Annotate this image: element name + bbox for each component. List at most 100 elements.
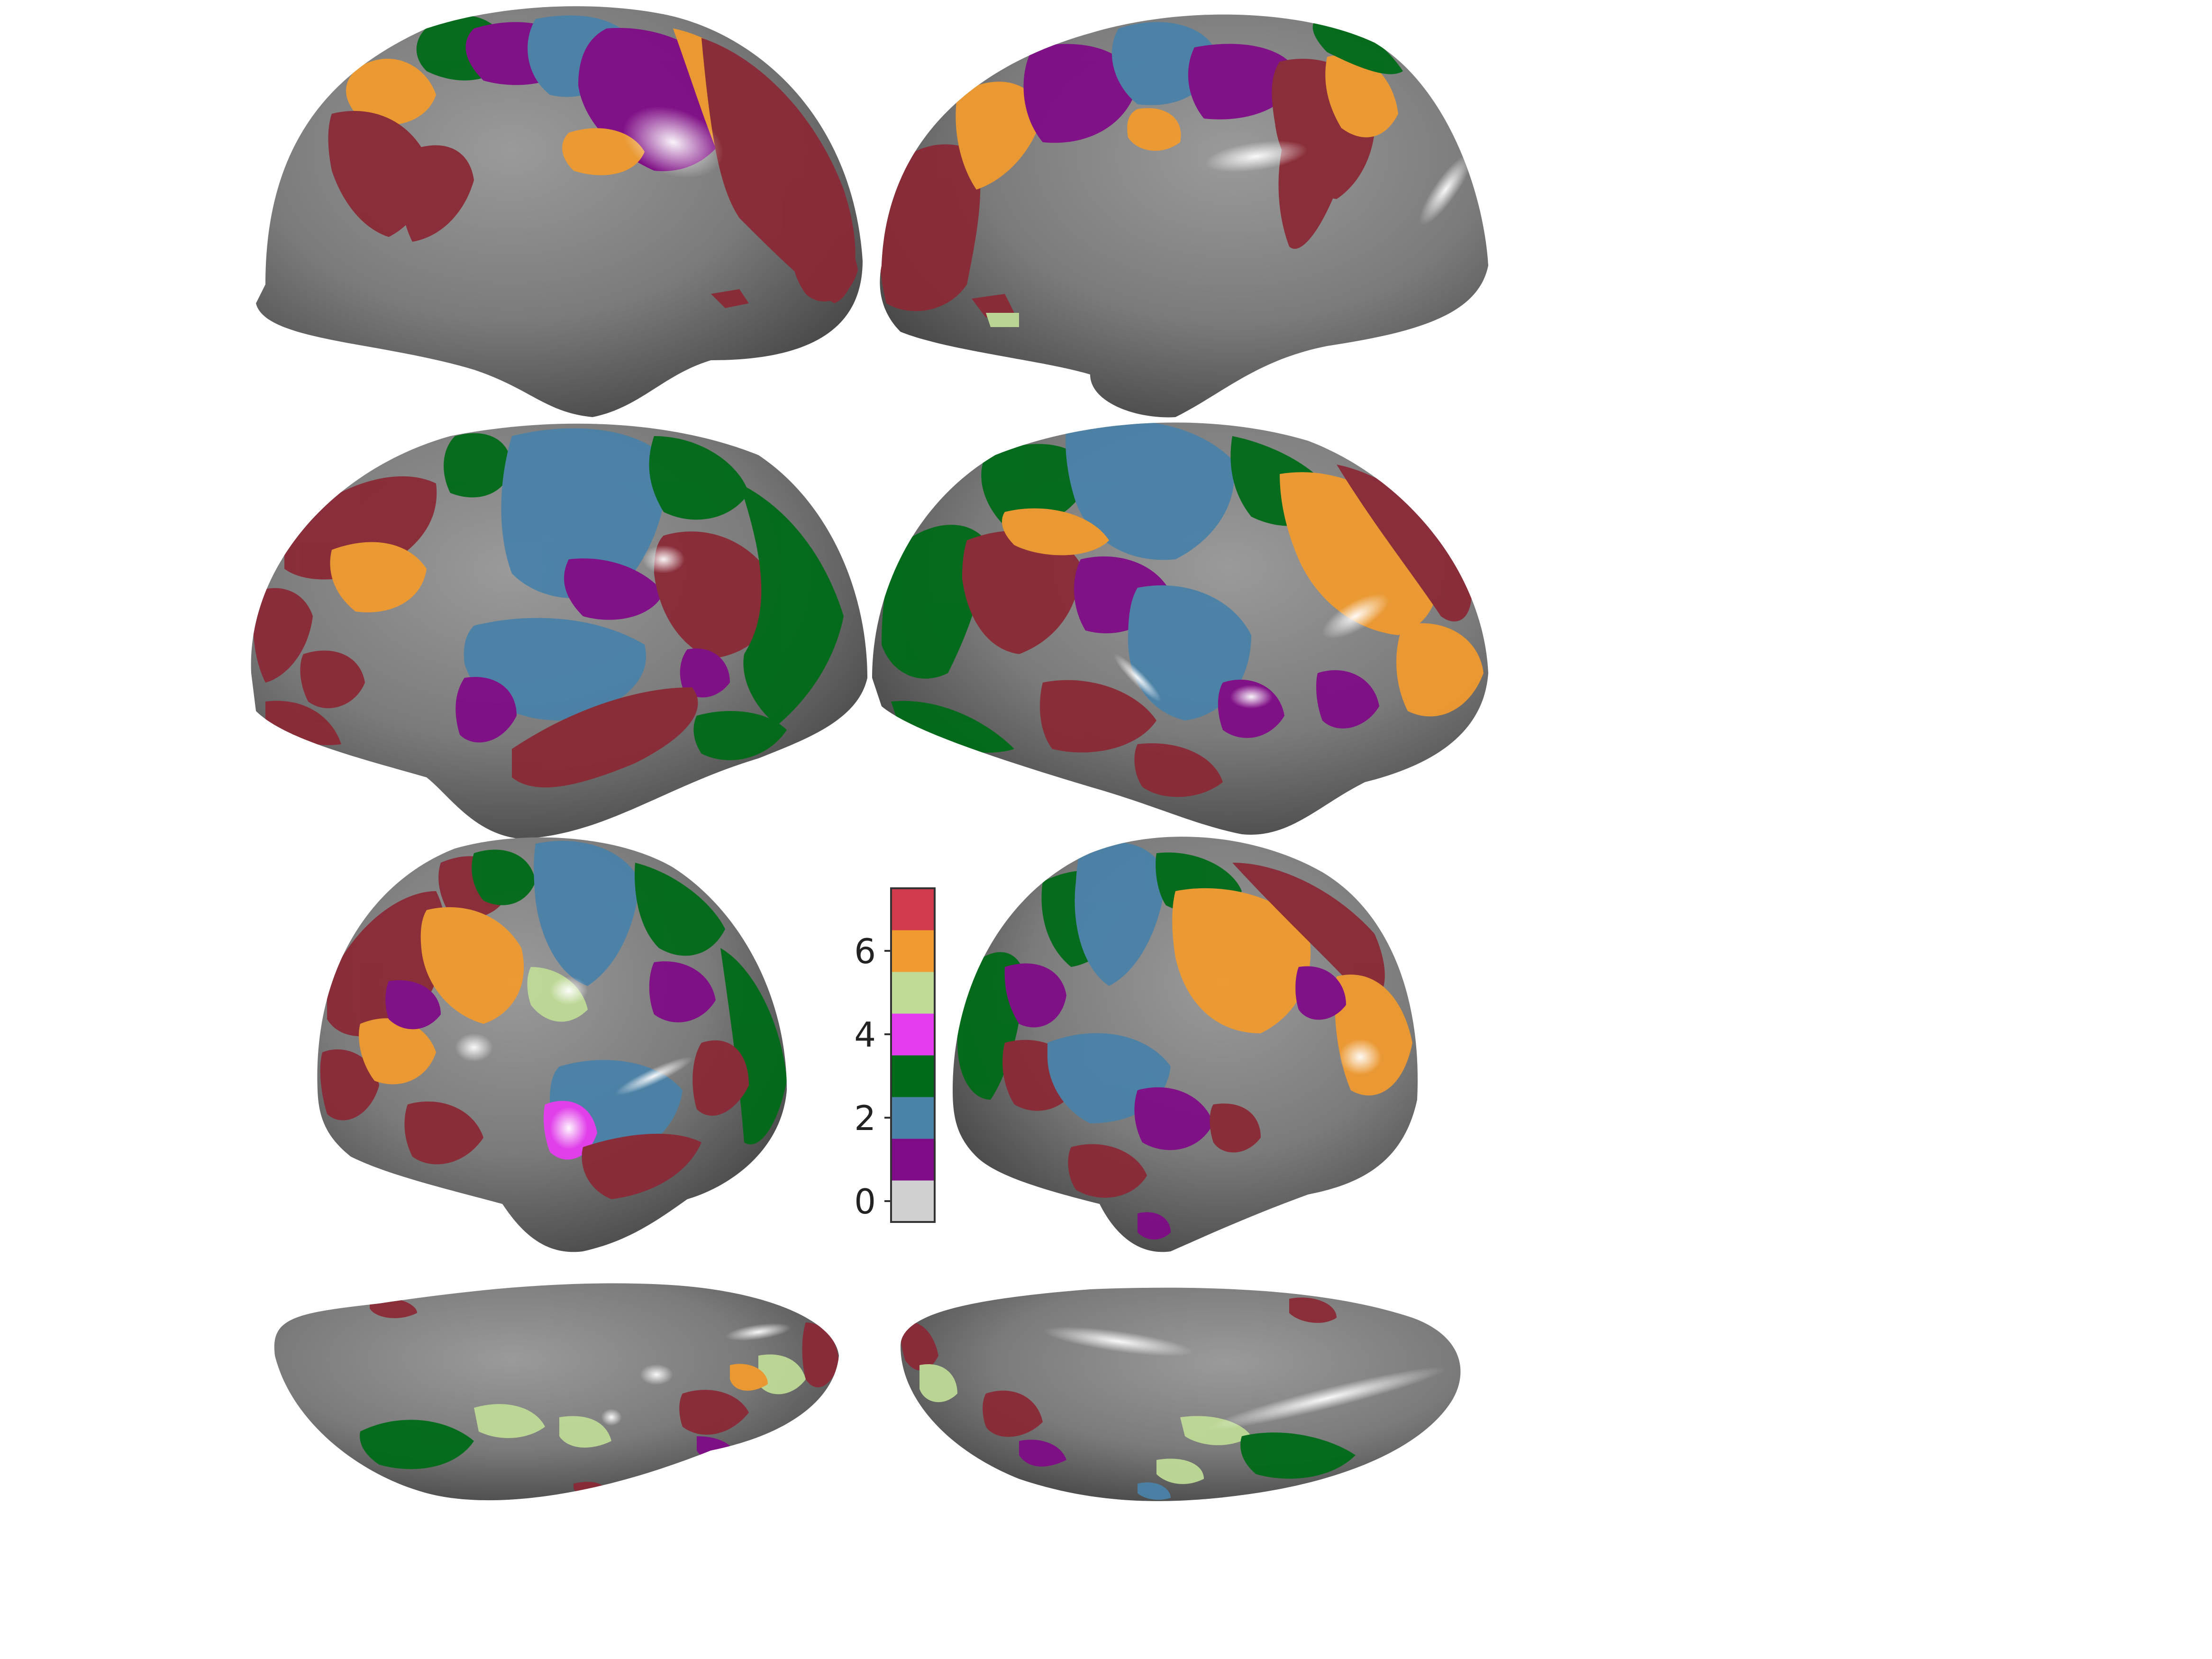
colorbar-swatch-3 <box>891 1055 935 1097</box>
parcel <box>444 433 512 498</box>
parcel <box>320 1049 379 1121</box>
parcel <box>1138 1212 1171 1240</box>
colorbar-tick-label: 4 <box>854 1015 876 1055</box>
parcel <box>649 436 749 520</box>
parcel <box>559 1416 611 1448</box>
parcel <box>956 82 1043 190</box>
colorbar-swatch-5 <box>891 972 935 1014</box>
parcel <box>1172 888 1311 1033</box>
parcel <box>654 531 777 659</box>
parcel <box>791 225 858 301</box>
highlight <box>550 976 588 1005</box>
parcel <box>679 1390 749 1435</box>
colorbar-swatch-6 <box>891 930 935 972</box>
colorbar: 0 2 4 6 <box>854 887 936 1223</box>
parcel <box>385 980 441 1030</box>
parcel <box>1040 680 1156 753</box>
parcel <box>919 1364 957 1403</box>
surface <box>274 1283 839 1501</box>
parcel <box>1337 465 1472 622</box>
parcel <box>739 483 844 725</box>
parcel <box>1240 1432 1356 1479</box>
highlight <box>1230 685 1273 709</box>
right-lateral-view <box>872 422 1488 835</box>
colorbar-swatch-4 <box>891 1013 935 1056</box>
parcel <box>1210 1103 1261 1153</box>
colorbar-ticks: 0 2 4 6 <box>854 931 891 1221</box>
parcel <box>1128 585 1251 720</box>
parcel <box>692 1040 749 1116</box>
parcel <box>986 313 1019 327</box>
colorbar-swatches <box>891 888 935 1222</box>
parcel <box>649 961 716 1022</box>
parcel <box>1065 422 1234 560</box>
parcel <box>474 1404 545 1438</box>
highlight <box>1339 1039 1382 1075</box>
parcel <box>1134 743 1223 797</box>
parcel <box>582 1133 701 1199</box>
colorbar-swatch-1 <box>891 1139 935 1181</box>
parcel <box>1002 508 1109 556</box>
highlight <box>550 1107 588 1149</box>
parcel <box>983 1390 1043 1437</box>
parcel <box>562 128 645 175</box>
parcel <box>730 1364 768 1391</box>
highlight <box>1419 154 1472 225</box>
parcel <box>680 648 730 698</box>
highlight <box>640 1364 673 1385</box>
parcel <box>1312 19 1403 74</box>
left-anterior-view <box>317 837 787 1252</box>
parcel <box>901 1322 938 1371</box>
parcel <box>1295 966 1346 1020</box>
highlight <box>1113 654 1162 702</box>
parcel <box>346 58 436 125</box>
highlight <box>1322 593 1389 639</box>
parcel <box>1019 1440 1066 1467</box>
parcel <box>455 677 517 743</box>
highlight <box>725 1323 792 1341</box>
colorbar-tick-label: 6 <box>854 931 876 971</box>
parcel <box>882 525 986 679</box>
parcel <box>962 530 1081 654</box>
left-lateral-view <box>251 423 867 839</box>
parcel <box>880 144 981 311</box>
parcel <box>300 650 365 709</box>
parcel <box>693 711 787 760</box>
parcel <box>1316 670 1379 729</box>
parcel <box>891 701 1014 753</box>
parcel <box>401 145 474 242</box>
parcel <box>1138 1482 1171 1500</box>
highlight <box>1207 1367 1447 1430</box>
parcel <box>1127 108 1181 151</box>
parcel <box>1134 1087 1213 1150</box>
right-medial-view <box>880 14 1488 418</box>
colorbar-tick-label: 0 <box>854 1182 876 1221</box>
colorbar-swatch-0 <box>891 1180 935 1222</box>
parcel <box>1156 1458 1204 1484</box>
parcel <box>1325 55 1398 137</box>
parcel <box>330 542 427 612</box>
colorbar-tick-label: 2 <box>854 1098 876 1138</box>
parcel <box>802 1322 839 1387</box>
parcel <box>360 1420 474 1469</box>
highlight <box>1204 140 1308 173</box>
parcel <box>972 294 1014 318</box>
colorbar-swatch-7 <box>891 888 935 930</box>
highlight <box>615 1057 693 1095</box>
parcel <box>472 849 536 905</box>
parcel <box>635 863 725 956</box>
parcel <box>711 289 749 308</box>
parcel <box>564 558 664 620</box>
parcel <box>1289 1297 1337 1323</box>
right-ventral-view <box>901 1287 1461 1501</box>
right-posterior-view <box>953 837 1418 1252</box>
colorbar-frame <box>890 887 936 1223</box>
parcel <box>534 840 640 986</box>
parcel <box>501 428 666 599</box>
parcel <box>404 1101 483 1165</box>
parcel <box>1074 842 1166 986</box>
left-medial-view <box>256 6 863 417</box>
parcel <box>359 1018 436 1085</box>
colorbar-swatch-2 <box>891 1097 935 1139</box>
